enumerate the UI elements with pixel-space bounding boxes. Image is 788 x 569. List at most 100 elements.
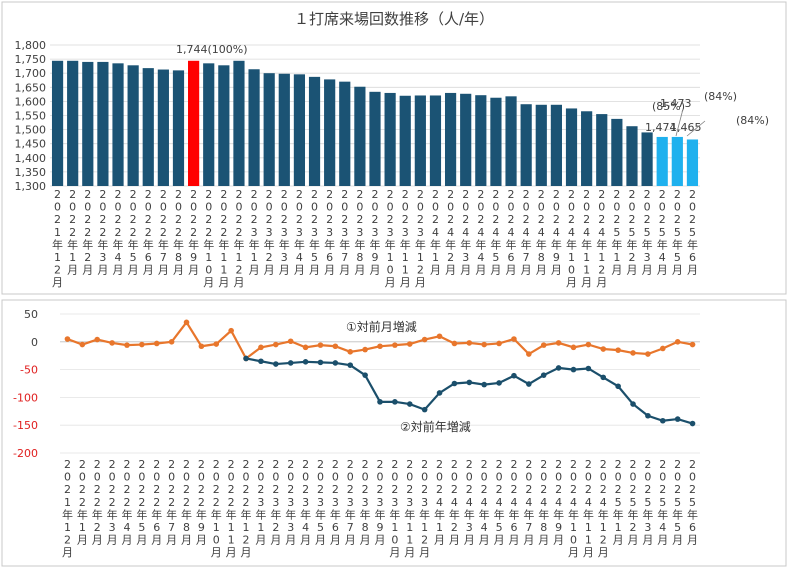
annotation-2025-04-value: 1,474 (645, 121, 677, 134)
monthly-change-point (64, 336, 71, 342)
bar (112, 63, 124, 186)
monthly-change-point (511, 336, 517, 342)
bar (218, 65, 230, 186)
monthly-change-point (615, 347, 621, 353)
bar-y-tick-label: 1,300 (15, 180, 47, 193)
monthly-change-point (183, 319, 190, 326)
bar-y-tick-label: 1,550 (15, 110, 47, 123)
bar-y-tick-label: 1,500 (15, 124, 47, 137)
yearly-change-point (273, 361, 279, 367)
bar (550, 104, 562, 186)
bar-y-tick-label: 1,350 (15, 166, 47, 179)
monthly-change-point (466, 340, 473, 346)
leader-line-2025-06 (686, 120, 706, 137)
yearly-change-point (659, 417, 666, 424)
monthly-change-point (258, 344, 264, 351)
yearly-change-point (436, 390, 443, 396)
monthly-change-point (392, 342, 398, 348)
bar (339, 81, 351, 186)
line-series (64, 319, 696, 427)
annotation-2025-05-value: 1,473 (660, 97, 692, 110)
yearly-change-point (496, 380, 502, 386)
bar (505, 96, 517, 186)
monthly-change-point (213, 341, 220, 347)
bar (324, 79, 336, 186)
bar (278, 73, 290, 186)
yearly-change-point (615, 383, 621, 390)
yearly-change-point (258, 358, 264, 365)
yearly-change-point (406, 401, 413, 407)
yearly-change-point (466, 379, 473, 386)
yearly-change-point (630, 401, 636, 407)
line-y-tick-label: -100 (13, 391, 38, 404)
yearly-change-point (392, 399, 398, 405)
bar-series (51, 60, 699, 186)
monthly-change-point (198, 343, 205, 350)
monthly-change-point (302, 344, 309, 351)
line-y-tick-label: 50 (24, 308, 38, 321)
bar (581, 111, 593, 186)
bar (188, 60, 200, 186)
bar (671, 136, 683, 186)
bar (460, 93, 472, 186)
monthly-change-point (600, 346, 607, 352)
annotation-2025-05-ratio: (84%) (704, 90, 737, 103)
monthly-change-point (287, 338, 294, 345)
series-label-monthly: ①対前月増減 (346, 319, 417, 334)
yearly-change-point (511, 372, 517, 379)
bar (490, 97, 502, 186)
line-chart-y-axis: 50 0 -50 -100 -150 -200 (13, 308, 38, 460)
leader-line-2025-05 (675, 108, 684, 137)
bar (142, 68, 154, 186)
monthly-change-point (362, 346, 368, 353)
bar (429, 95, 442, 186)
bar (67, 60, 79, 186)
series-label-yearly: ②対前年増減 (400, 419, 471, 434)
yearly-change-point (570, 366, 577, 373)
monthly-change-point (540, 342, 547, 348)
yearly-change-point (585, 365, 592, 372)
bar (641, 132, 653, 186)
yearly-change-point (347, 362, 354, 368)
monthly-change-point (153, 340, 160, 347)
